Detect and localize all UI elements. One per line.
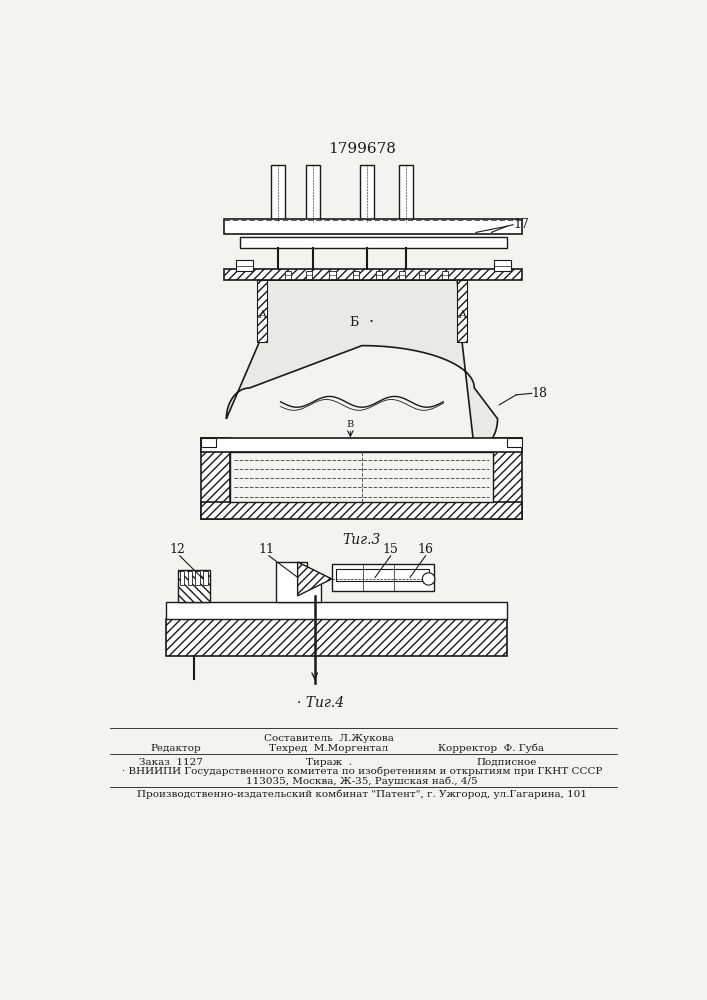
Bar (336, 569, 428, 581)
Bar (257, 280, 267, 342)
Text: 11: 11 (259, 543, 274, 556)
Polygon shape (298, 562, 332, 596)
Bar (166, 619, 507, 656)
Bar (201, 438, 216, 447)
Text: 18: 18 (532, 387, 548, 400)
Text: 1799678: 1799678 (328, 142, 396, 156)
Text: Заказ  1127: Заказ 1127 (139, 758, 203, 767)
Bar (419, 271, 425, 279)
Text: Тираж  .: Тираж . (305, 758, 351, 767)
Bar (201, 438, 230, 519)
Circle shape (422, 573, 435, 585)
Bar (332, 564, 434, 591)
Bar (224, 219, 522, 234)
Text: A: A (458, 310, 466, 320)
Bar (493, 438, 522, 519)
Text: 113035, Москва, Ж-35, Раушская наб., 4/5: 113035, Москва, Ж-35, Раушская наб., 4/5 (246, 776, 478, 786)
Text: B: B (346, 420, 354, 429)
Bar (376, 271, 382, 279)
Bar (224, 269, 522, 280)
Polygon shape (226, 280, 498, 450)
Bar (187, 571, 192, 585)
Polygon shape (276, 562, 321, 602)
Bar (442, 271, 448, 279)
Text: Составитель  Л.Жукова: Составитель Л.Жукова (264, 734, 394, 743)
Bar (457, 280, 467, 342)
Bar (507, 438, 522, 447)
Bar (353, 271, 359, 279)
Text: · Τиг.4: · Τиг.4 (298, 696, 344, 710)
Bar (285, 271, 291, 279)
Bar (180, 571, 185, 585)
Text: Производственно-издательский комбинат "Патент", г. Ужгород, ул.Гагарина, 101: Производственно-издательский комбинат "П… (137, 790, 587, 799)
Bar (306, 271, 312, 279)
Text: Техред  М.Моргентал: Техред М.Моргентал (269, 744, 388, 753)
Text: Б: Б (349, 316, 359, 329)
Text: ·: · (368, 314, 374, 331)
Text: A: A (258, 310, 266, 320)
Bar (399, 271, 405, 279)
Bar (235, 260, 252, 271)
Bar (399, 165, 413, 222)
Text: 16: 16 (418, 543, 433, 556)
Bar (203, 571, 208, 585)
Bar (195, 571, 200, 585)
Text: Τиг.3: Τиг.3 (343, 533, 381, 547)
Bar (306, 165, 320, 222)
Bar (177, 570, 210, 602)
Text: Редактор: Редактор (151, 744, 201, 753)
Text: Корректор  Ф. Губа: Корректор Ф. Губа (438, 744, 544, 753)
Bar (493, 260, 510, 271)
Bar (240, 237, 507, 248)
Bar (201, 438, 522, 452)
Text: Подписное: Подписное (477, 758, 537, 767)
Text: 17: 17 (513, 218, 529, 231)
Text: · ВНИИПИ Государственного комитета по изобретениям и открытиям при ГКНТ СССР: · ВНИИПИ Государственного комитета по из… (122, 767, 602, 776)
Bar (166, 602, 507, 619)
Bar (329, 271, 336, 279)
Bar (230, 452, 493, 502)
Text: 15: 15 (382, 543, 399, 556)
Bar (361, 165, 374, 222)
Bar (201, 502, 522, 519)
Bar (271, 165, 285, 222)
Text: 12: 12 (170, 543, 185, 556)
